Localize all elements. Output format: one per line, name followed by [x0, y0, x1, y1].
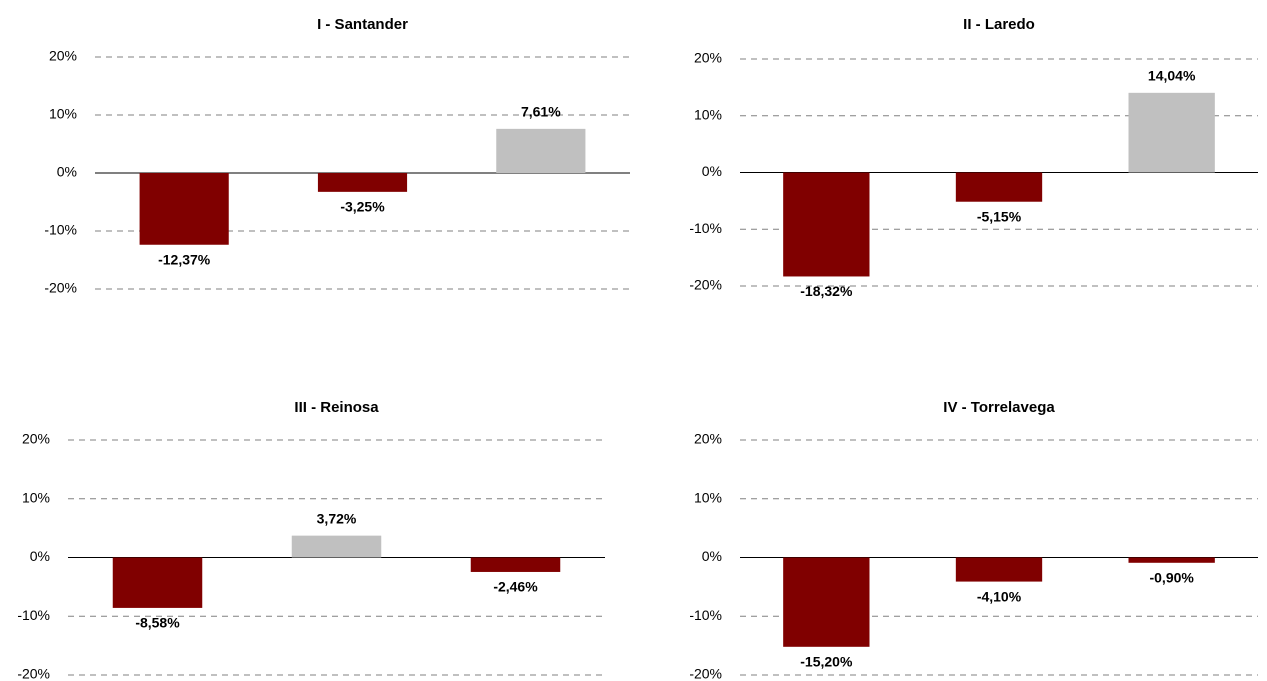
- y-tick-label: -20%: [689, 666, 722, 681]
- y-tick-label: -20%: [44, 280, 77, 296]
- value-label: -5,15%: [977, 208, 1022, 224]
- chart-title: IV - Torrelavega: [943, 399, 1055, 416]
- chart-title: III - Reinosa: [294, 399, 379, 416]
- y-tick-label: 20%: [49, 48, 77, 64]
- bar: [783, 557, 870, 647]
- chart-panel: I - Santander 20% 10% 0% -10% -20% -12,37% -3,2…: [44, 16, 630, 296]
- bar: [291, 535, 382, 558]
- chart-panel: IV - Torrelavega 20% 10% 0% -10% -20% -15,20% -…: [689, 399, 1258, 681]
- value-label: 3,72%: [317, 510, 357, 526]
- value-label: -0,90%: [1149, 569, 1194, 585]
- value-label: -3,25%: [340, 199, 385, 215]
- bar: [1128, 557, 1215, 563]
- y-tick-label: 20%: [694, 50, 722, 66]
- bar: [1128, 92, 1215, 173]
- y-tick-label: 10%: [22, 489, 50, 505]
- chart-panel: III - Reinosa 20% 10% 0% -10% -20% -8,58% 3,72%…: [17, 399, 605, 681]
- y-tick-label: 0%: [30, 548, 50, 564]
- chart-title: II - Laredo: [963, 16, 1035, 33]
- bar: [317, 173, 408, 192]
- bar: [112, 557, 203, 608]
- y-tick-label: 0%: [702, 548, 722, 564]
- value-label: -8,58%: [135, 615, 180, 631]
- value-label: -12,37%: [158, 251, 211, 267]
- value-label: 14,04%: [1148, 68, 1196, 84]
- y-tick-label: -10%: [44, 222, 77, 238]
- y-tick-label: 0%: [702, 163, 722, 179]
- value-label: 7,61%: [521, 104, 561, 120]
- y-tick-label: -20%: [17, 666, 50, 681]
- bar: [470, 557, 561, 572]
- value-label: -2,46%: [493, 579, 538, 595]
- value-label: -4,10%: [977, 588, 1022, 604]
- y-tick-label: 20%: [22, 431, 50, 447]
- chart-title: I - Santander: [317, 16, 408, 33]
- y-tick-label: -10%: [689, 220, 722, 236]
- y-tick-label: 10%: [694, 489, 722, 505]
- value-label: -15,20%: [800, 654, 853, 670]
- chart-panel: II - Laredo 20% 10% 0% -10% -20% -18,32% -5,15%…: [689, 16, 1258, 299]
- bar: [139, 173, 229, 245]
- y-tick-label: -10%: [17, 607, 50, 623]
- y-tick-label: 10%: [49, 106, 77, 122]
- y-tick-label: 10%: [694, 106, 722, 122]
- bar: [955, 172, 1043, 202]
- y-tick-label: -20%: [689, 277, 722, 293]
- bar: [496, 128, 586, 173]
- bar: [783, 172, 870, 277]
- y-tick-label: 20%: [694, 431, 722, 447]
- y-tick-label: -10%: [689, 607, 722, 623]
- y-tick-label: 0%: [57, 164, 77, 180]
- value-label: -18,32%: [800, 283, 853, 299]
- bar: [955, 557, 1043, 582]
